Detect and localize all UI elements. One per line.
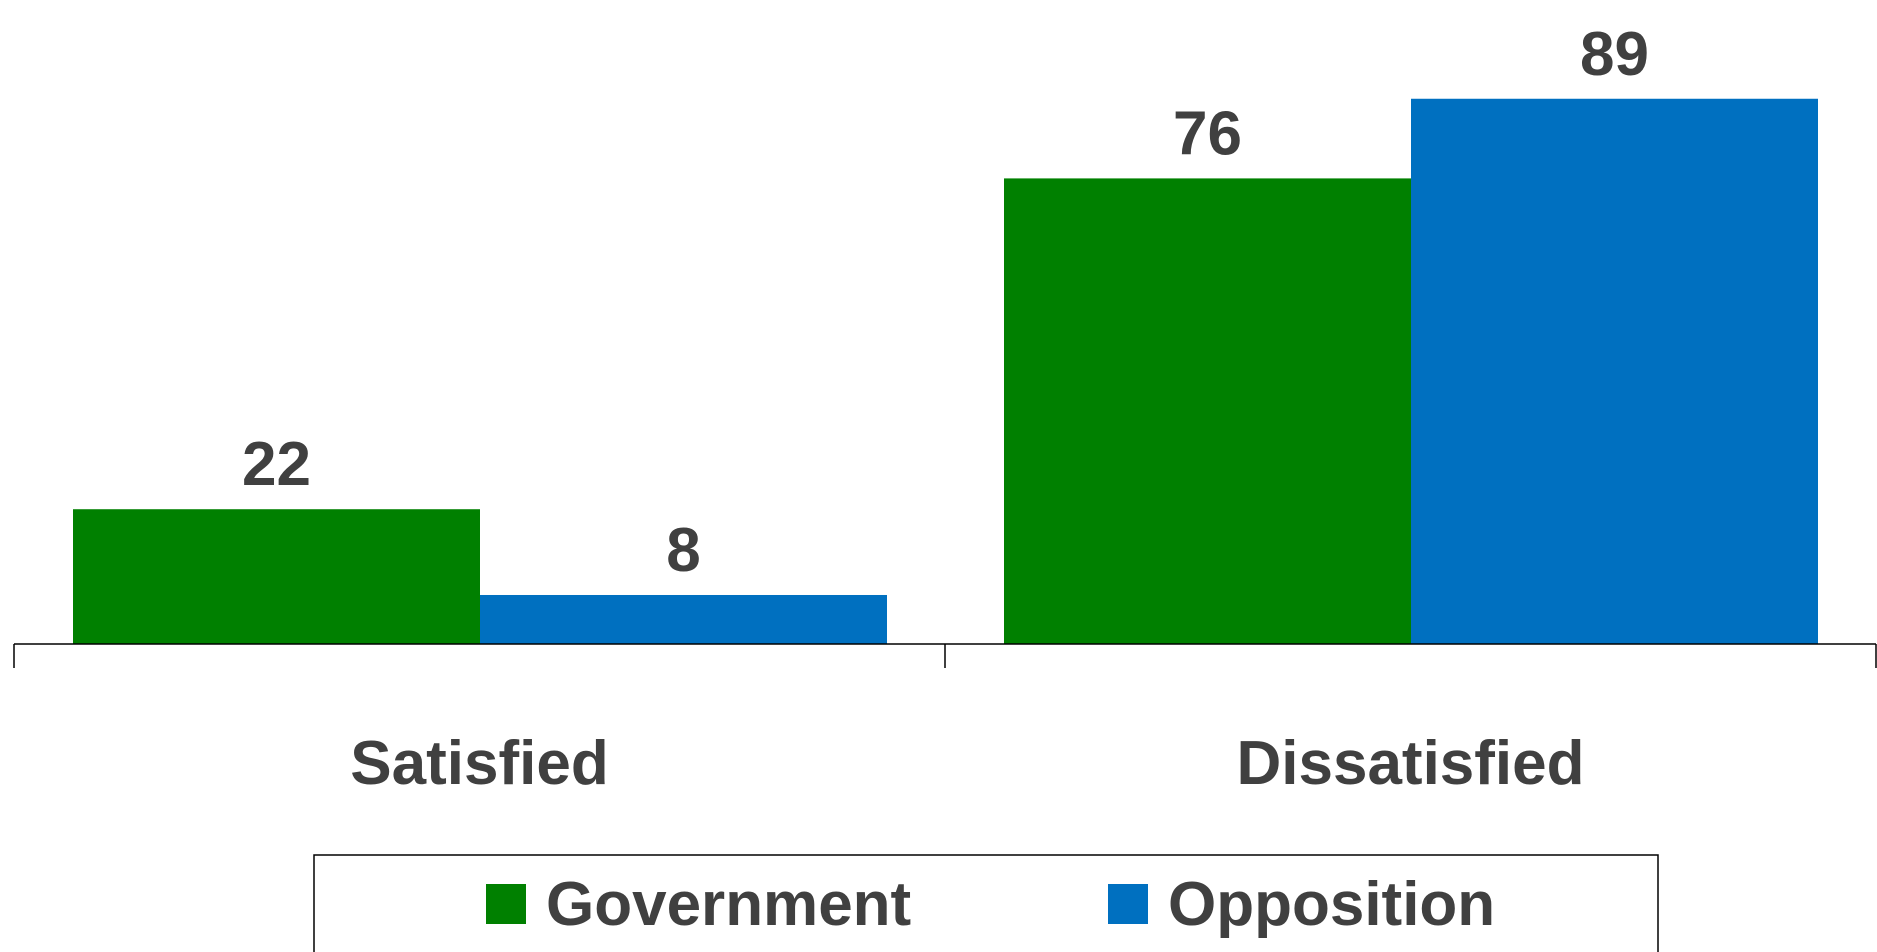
bar-opposition-satisfied (480, 594, 887, 644)
data-label-government-dissatisfied: 76 (1173, 99, 1242, 168)
legend: Government Opposition (313, 854, 1659, 952)
category-label-satisfied: Satisfied (350, 729, 608, 798)
legend-swatch-opposition (1108, 884, 1148, 924)
category-label-dissatisfied: Dissatisfied (1236, 729, 1584, 798)
bar-government-dissatisfied (1004, 178, 1411, 644)
data-labels-layer: 22 8 76 89 (242, 20, 1649, 585)
data-label-opposition-dissatisfied: 89 (1580, 20, 1649, 89)
bar-government-satisfied (73, 509, 480, 644)
x-axis (13, 643, 1877, 668)
category-labels: Satisfied Dissatisfied (350, 729, 1584, 798)
data-label-opposition-satisfied: 8 (666, 516, 700, 585)
bar-opposition-dissatisfied (1411, 98, 1818, 645)
bars-layer (73, 98, 1818, 645)
legend-label-opposition: Opposition (1168, 870, 1495, 939)
data-label-government-satisfied: 22 (242, 430, 311, 499)
legend-box (313, 854, 1659, 952)
legend-swatch-government (486, 884, 526, 924)
legend-label-government: Government (546, 870, 911, 939)
